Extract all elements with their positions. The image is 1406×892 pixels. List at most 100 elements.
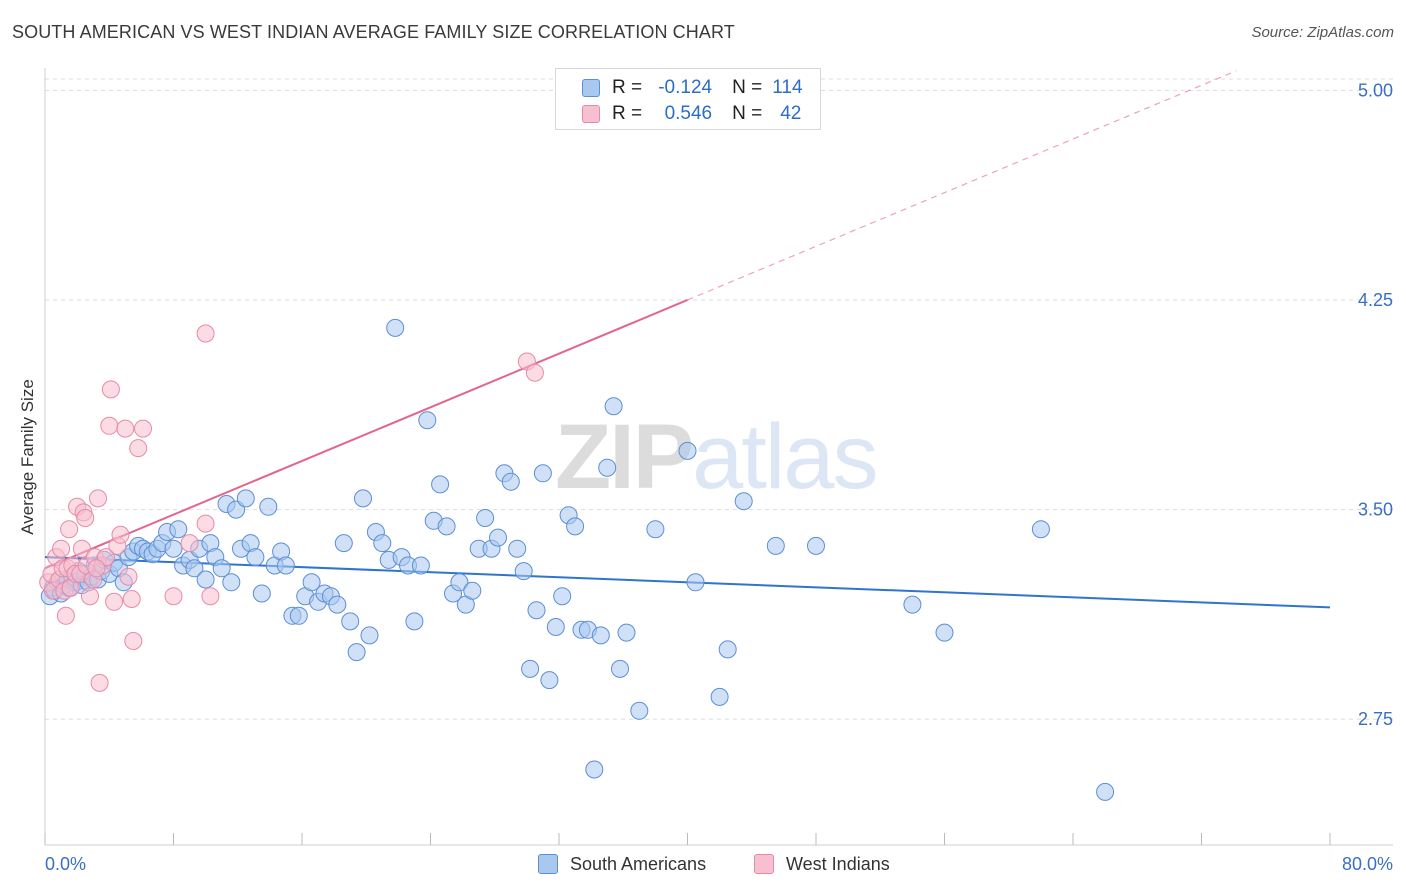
south-americans-point [411,556,430,575]
south-americans-point [598,458,617,477]
legend-item-west-indians[interactable]: West Indians [754,851,890,877]
south-americans-point [630,701,649,720]
r-label: R = [612,103,643,124]
y-tick-label: 3.50 [1358,500,1393,520]
south-americans-point [164,539,183,558]
south-americans-point [540,671,559,690]
south-americans-point [521,659,540,678]
west-indians-point [52,539,71,558]
legend-label: West Indians [786,853,890,874]
south-americans-point [718,640,737,659]
legend-item-south-americans[interactable]: South Americans [538,851,706,877]
south-americans-point [185,559,204,578]
south-americans-point [533,464,552,483]
x-tick-label-min: 0.0% [45,854,86,874]
n-value: 114 [772,77,803,98]
west-indians-point [116,419,135,438]
south-americans-point [276,556,295,575]
west-indians-point [129,439,148,458]
south-americans-point [734,492,753,511]
south-americans-point [354,489,372,508]
south-americans-point [766,536,785,555]
south-americans-point [591,626,610,645]
legend-row-west-indians: R = 0.546 N = 42 [582,102,801,126]
south-americans-point [903,595,922,614]
south-americans-point [289,606,308,625]
west-indians-trend-line [44,299,688,570]
south-americans-point [431,475,450,494]
south-americans-point [169,520,188,539]
south-americans-point [252,584,271,603]
r-value: 0.546 [664,103,713,124]
n-value: 42 [780,103,802,124]
watermark: ZIPatlas [555,406,878,508]
south-americans-point [341,612,360,631]
south-americans-point [222,573,241,592]
south-americans-point [463,581,482,600]
y-tick-label: 4.25 [1358,290,1393,310]
y-axis-label: Average Family Size [18,379,37,535]
west-indians-point [196,324,215,343]
south-americans-point [259,497,278,516]
south-americans-point [585,760,604,779]
west-indians-point [180,534,199,553]
south-americans-point [604,397,623,416]
south-americans-point [646,520,665,539]
n-label: N = [732,103,763,124]
chart-title: SOUTH AMERICAN VS WEST INDIAN AVERAGE FA… [12,22,735,42]
west-indians-point [56,606,75,625]
south-americans-point [710,687,729,706]
pink-swatch [754,854,774,874]
south-americans-point [347,643,366,662]
south-americans-point [501,472,520,491]
x-ticks [44,833,1331,845]
south-americans-point [418,411,437,430]
south-americans-point [617,623,636,642]
south-americans-point [1096,782,1115,801]
legend-label: South Americans [570,853,707,874]
west-indians-trend-extension [687,70,1237,301]
west-indians-point [201,587,220,606]
south-americans-point [450,573,469,592]
west-indians-point [89,489,107,508]
south-americans-point [405,612,424,631]
south-americans-point [212,559,231,578]
west-indians-point [105,592,124,611]
west-indians-point [101,380,120,399]
west-indians-point [525,363,544,382]
south-americans-point [373,534,392,553]
south-americans-point [611,659,629,678]
south-americans-point [489,528,507,547]
west-indians-point [134,419,152,438]
west-indians-point [60,520,79,539]
west-indians-point [164,587,183,606]
y-tick-label: 5.00 [1358,80,1393,100]
y-tick-label: 2.75 [1358,709,1393,729]
south-americans-point [553,587,572,606]
south-americans-point [246,548,265,567]
legend-row-south-americans: R = -0.124 N = 114 [582,76,803,100]
south-americans-point [514,562,533,581]
source-label: Source: ZipAtlas.com [1251,24,1394,41]
south-americans-point [360,626,379,645]
south-americans-point [935,623,954,642]
south-americans-point [527,601,546,620]
r-label: R = [612,77,643,98]
south-americans-point [1031,520,1050,539]
trend-lines [44,70,1331,609]
west-indians-points [39,324,544,692]
west-indians-point [196,514,215,533]
south-americans-point [686,573,705,592]
r-value: -0.124 [658,77,713,98]
west-indians-point [100,416,119,435]
west-indians-point [72,539,91,558]
south-americans-point [546,618,565,636]
west-indians-point [76,509,95,527]
south-americans-point [678,441,697,460]
south-americans-point [328,595,347,614]
south-americans-point [807,536,825,555]
south-americans-point [196,570,215,589]
blue-swatch [582,79,600,97]
south-americans-point [476,509,495,527]
grid-lines [45,78,1393,720]
